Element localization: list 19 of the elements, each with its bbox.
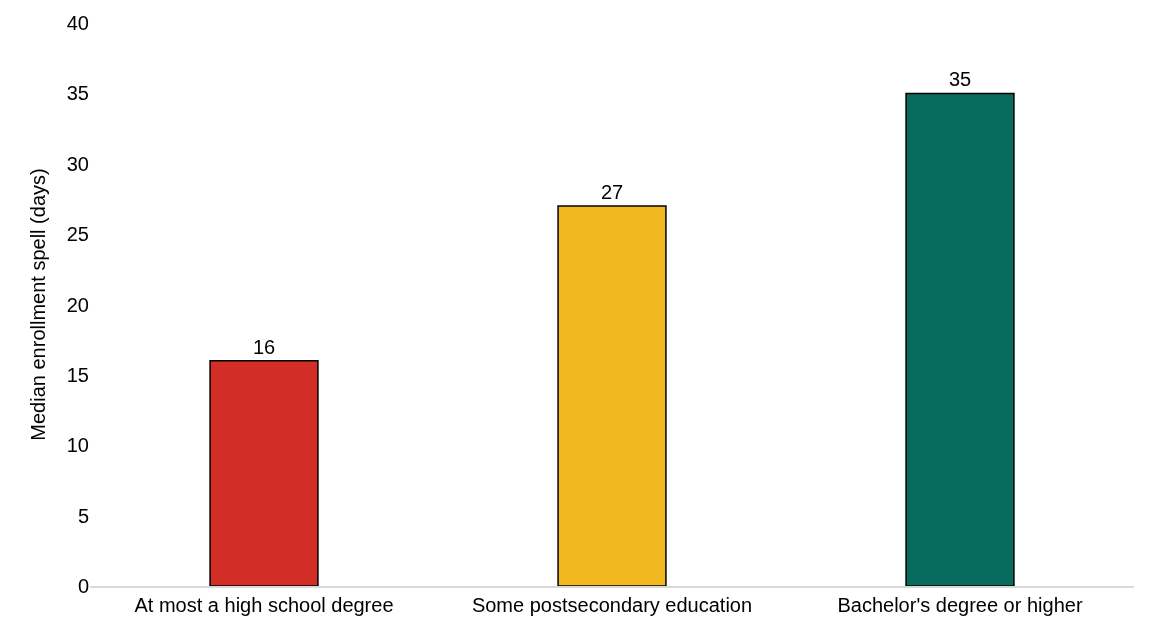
y-tick-label: 25 — [66, 223, 89, 246]
y-tick-label: 10 — [66, 434, 89, 457]
data-label: 27 — [600, 180, 624, 203]
y-tick-label: 35 — [66, 82, 89, 105]
y-tick-label: 15 — [66, 363, 89, 386]
data-label: 16 — [252, 335, 276, 358]
bar — [557, 205, 667, 586]
x-tick-label: Some postsecondary education — [471, 593, 753, 616]
bar — [905, 92, 1015, 586]
y-tick-label: 20 — [66, 293, 89, 316]
y-tick-label: 40 — [66, 12, 89, 34]
y-tick-label: 30 — [66, 152, 89, 175]
x-tick-label: Bachelor's degree or higher — [837, 593, 1083, 616]
data-label: 35 — [948, 68, 972, 91]
y-tick-label: 5 — [77, 504, 89, 527]
x-tick-label: At most a high school degree — [134, 593, 394, 616]
y-axis-title: Median enrollment spell (days) — [27, 168, 50, 441]
bar — [209, 360, 319, 586]
y-tick-label: 0 — [77, 575, 89, 597]
